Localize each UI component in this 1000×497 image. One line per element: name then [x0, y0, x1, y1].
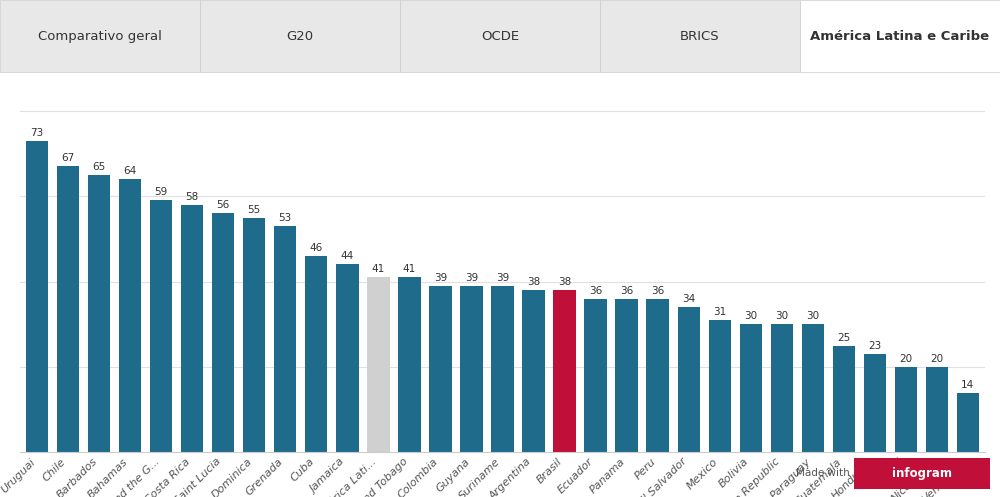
Bar [709, 320, 731, 452]
Bar [553, 290, 576, 452]
Bar [800, 0, 1000, 72]
Text: 46: 46 [310, 243, 323, 253]
Bar [57, 166, 79, 452]
Bar [615, 299, 638, 452]
Bar [460, 286, 483, 452]
Text: 39: 39 [496, 273, 509, 283]
Bar [212, 213, 234, 452]
Bar [854, 458, 990, 489]
Text: 65: 65 [92, 162, 106, 172]
Text: G20: G20 [286, 29, 314, 43]
Bar [600, 0, 800, 72]
Text: 34: 34 [682, 294, 695, 304]
Text: 67: 67 [61, 153, 75, 164]
Text: infogram: infogram [892, 467, 952, 480]
Bar [429, 286, 452, 452]
Bar [305, 256, 327, 452]
Text: 39: 39 [465, 273, 478, 283]
Text: 41: 41 [403, 264, 416, 274]
Bar [400, 0, 600, 72]
Text: OCDE: OCDE [481, 29, 519, 43]
Text: 58: 58 [186, 192, 199, 202]
Text: 20: 20 [899, 354, 912, 364]
Text: 64: 64 [124, 166, 137, 176]
Bar [584, 299, 607, 452]
Bar [771, 324, 793, 452]
Text: 44: 44 [341, 251, 354, 261]
Bar [0, 0, 200, 72]
Text: Comparativo geral: Comparativo geral [38, 29, 162, 43]
Text: 55: 55 [248, 205, 261, 215]
Text: 31: 31 [713, 307, 726, 317]
Text: 56: 56 [217, 200, 230, 210]
Text: 41: 41 [372, 264, 385, 274]
Text: 36: 36 [651, 286, 664, 296]
Bar [895, 367, 917, 452]
Text: 30: 30 [806, 311, 819, 321]
Bar [150, 200, 172, 452]
Bar [200, 0, 400, 72]
Text: 38: 38 [527, 277, 540, 287]
Text: 39: 39 [434, 273, 447, 283]
Bar [336, 264, 359, 452]
Bar [833, 345, 855, 452]
Text: 14: 14 [961, 380, 975, 390]
Bar [740, 324, 762, 452]
Bar [274, 226, 296, 452]
Bar [88, 175, 110, 452]
Bar [646, 299, 669, 452]
Bar [864, 354, 886, 452]
Text: 38: 38 [558, 277, 571, 287]
Text: 23: 23 [868, 341, 881, 351]
Bar [802, 324, 824, 452]
Bar [26, 141, 48, 452]
Text: 59: 59 [155, 187, 168, 197]
Bar [367, 277, 390, 452]
Bar [243, 218, 265, 452]
Text: 53: 53 [279, 213, 292, 223]
Text: 25: 25 [837, 332, 850, 342]
Bar [398, 277, 421, 452]
Text: 36: 36 [589, 286, 602, 296]
Text: 30: 30 [775, 311, 788, 321]
Text: 20: 20 [930, 354, 943, 364]
Text: América Latina e Caribe: América Latina e Caribe [810, 29, 990, 43]
Text: Made with: Made with [796, 468, 849, 479]
Bar [957, 393, 979, 452]
Bar [119, 179, 141, 452]
Bar [491, 286, 514, 452]
Bar [522, 290, 545, 452]
Text: 73: 73 [30, 128, 44, 138]
Text: BRICS: BRICS [680, 29, 720, 43]
Bar [926, 367, 948, 452]
Bar [678, 307, 700, 452]
Text: 30: 30 [744, 311, 757, 321]
Text: 36: 36 [620, 286, 633, 296]
Bar [181, 205, 203, 452]
